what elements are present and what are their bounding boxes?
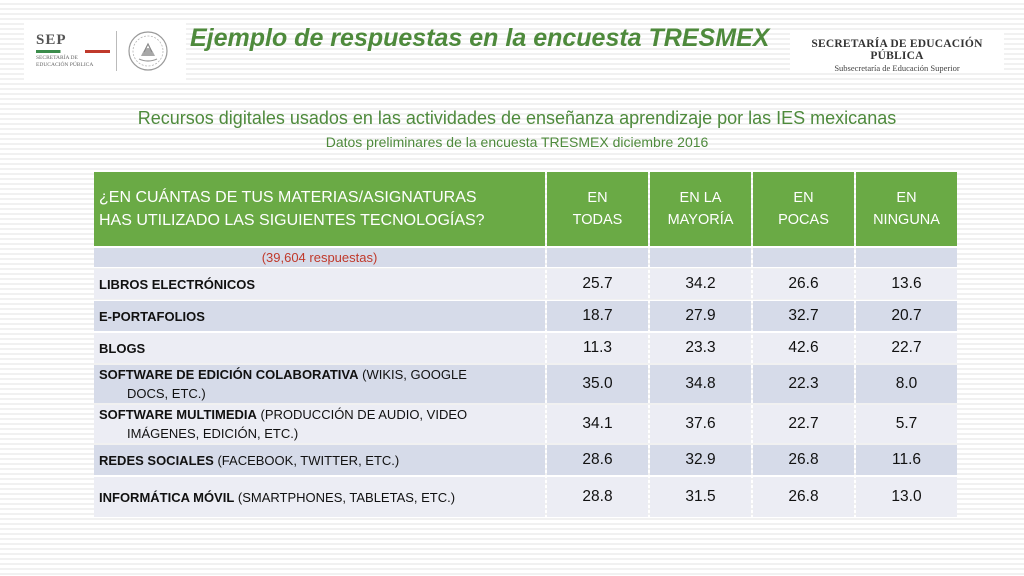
row-label-rest: (PRODUCCIÓN DE AUDIO, VIDEO [256,407,468,422]
sep-logo-right: SECRETARÍA DE EDUCACIÓN PÚBLICA Subsecre… [790,32,1004,73]
column-header-line-1: EN LA [679,190,722,206]
responses-row: (39,604 respuestas) [94,248,957,267]
table-row: INFORMÁTICA MÓVIL (SMARTPHONES, TABLETAS… [94,477,957,517]
column-header-line-2: POCAS [778,212,829,228]
sep-wordmark: SEP SECRETARÍA DE EDUCACIÓN PÚBLICA [36,33,112,69]
table-row: SOFTWARE MULTIMEDIA (PRODUCCIÓN DE AUDIO… [94,405,957,443]
row-label-rest-2: DOCS, ETC.) [127,386,206,401]
table-subtitle: Recursos digitales usados en las activid… [137,108,897,128]
value-cell: 34.1 [547,405,648,443]
survey-table-wrapper: ¿EN CUÁNTAS DE TUS MATERIAS/ASIGNATURAS … [92,170,959,519]
table-row: E-PORTAFOLIOS 18.7 27.9 32.7 20.7 [94,301,957,331]
row-label-rest: (FACEBOOK, TWITTER, ETC.) [213,452,400,468]
table-row: REDES SOCIALES (FACEBOOK, TWITTER, ETC.)… [94,445,957,475]
value-cell: 13.6 [856,269,957,299]
value-cell: 11.6 [856,445,957,475]
value-cell: 35.0 [547,365,648,403]
question-header: ¿EN CUÁNTAS DE TUS MATERIAS/ASIGNATURAS … [94,172,545,246]
row-label-rest-2: IMÁGENES, EDICIÓN, ETC.) [127,426,299,441]
value-cell: 42.6 [753,333,854,363]
column-header-line-1: EN [587,190,608,206]
table-subtitle-2: Datos preliminares de la encuesta TRESME… [325,134,709,150]
value-cell: 22.7 [753,405,854,443]
value-cell: 22.7 [856,333,957,363]
column-header-en-todas: EN TODAS [547,172,648,246]
value-cell: 26.6 [753,269,854,299]
value-cell: 26.8 [753,477,854,517]
sep-logo-sub-2: EDUCACIÓN PÚBLICA [36,62,94,68]
row-label: SOFTWARE DE EDICIÓN COLABORATIVA (WIKIS,… [94,365,545,403]
value-cell: 31.5 [650,477,751,517]
survey-table: ¿EN CUÁNTAS DE TUS MATERIAS/ASIGNATURAS … [92,170,959,519]
value-cell: 32.7 [753,301,854,331]
row-label-bold: INFORMÁTICA MÓVIL [99,489,235,505]
column-header-en-la-mayoria: EN LA MAYORÍA [650,172,751,246]
table-row: SOFTWARE DE EDICIÓN COLABORATIVA (WIKIS,… [94,365,957,403]
sep-right-logo-sub: Subsecretaría de Educación Superior [834,63,960,73]
sep-logo-sub-1: SECRETARÍA DE [36,55,78,61]
value-cell: 20.7 [856,301,957,331]
row-label: E-PORTAFOLIOS [94,301,545,331]
row-label: INFORMÁTICA MÓVIL (SMARTPHONES, TABLETAS… [94,477,545,517]
value-cell: 5.7 [856,405,957,443]
question-line-1: ¿EN CUÁNTAS DE TUS MATERIAS/ASIGNATURAS [99,189,477,206]
row-label-bold: SOFTWARE DE EDICIÓN COLABORATIVA [99,367,359,382]
row-label: SOFTWARE MULTIMEDIA (PRODUCCIÓN DE AUDIO… [94,405,545,443]
row-label-bold: E-PORTAFOLIOS [99,308,205,324]
sep-logo-name: SEP [36,32,67,48]
column-header-line-1: EN [793,190,814,206]
row-label: REDES SOCIALES (FACEBOOK, TWITTER, ETC.) [94,445,545,475]
row-label-bold: LIBROS ELECTRÓNICOS [99,276,256,292]
column-header-en-ninguna: EN NINGUNA [856,172,957,246]
column-header-line-2: NINGUNA [873,212,940,228]
empty-cell [650,248,751,267]
sep-right-logo-main: SECRETARÍA DE EDUCACIÓN PÚBLICA [811,38,983,62]
row-label-bold: REDES SOCIALES [99,452,214,468]
value-cell: 28.8 [547,477,648,517]
value-cell: 18.7 [547,301,648,331]
row-label-bold: BLOGS [99,340,146,356]
table-header-row: ¿EN CUÁNTAS DE TUS MATERIAS/ASIGNATURAS … [94,172,957,246]
value-cell: 34.2 [650,269,751,299]
table-row: BLOGS 11.3 23.3 42.6 22.7 [94,333,957,363]
empty-cell [547,248,648,267]
sep-logo-left: SEP SECRETARÍA DE EDUCACIÓN PÚBLICA [24,22,186,80]
column-header-line-2: MAYORÍA [667,212,734,228]
value-cell: 13.0 [856,477,957,517]
value-cell: 22.3 [753,365,854,403]
value-cell: 23.3 [650,333,751,363]
empty-cell [753,248,854,267]
responses-count: (39,604 respuestas) [94,248,545,267]
value-cell: 27.9 [650,301,751,331]
value-cell: 37.6 [650,405,751,443]
value-cell: 26.8 [753,445,854,475]
page-title: Ejemplo de respuestas en la encuesta TRE… [190,24,770,52]
value-cell: 32.9 [650,445,751,475]
empty-cell [856,248,957,267]
question-line-2: HAS UTILIZADO LAS SIGUIENTES TECNOLOGÍAS… [99,212,485,229]
row-label-rest: (SMARTPHONES, TABLETAS, ETC.) [234,489,456,505]
column-header-en-pocas: EN POCAS [753,172,854,246]
logo-divider [116,31,117,71]
value-cell: 28.6 [547,445,648,475]
row-label: BLOGS [94,333,545,363]
row-label-rest: (WIKIS, GOOGLE [358,367,467,382]
sep-tricolor-bar [36,50,110,53]
value-cell: 8.0 [856,365,957,403]
national-seal-icon [127,30,169,72]
table-row: LIBROS ELECTRÓNICOS 25.7 34.2 26.6 13.6 [94,269,957,299]
row-label-bold: SOFTWARE MULTIMEDIA [99,407,257,422]
value-cell: 34.8 [650,365,751,403]
column-header-line-2: TODAS [572,212,623,228]
value-cell: 25.7 [547,269,648,299]
value-cell: 11.3 [547,333,648,363]
column-header-line-1: EN [896,190,917,206]
row-label: LIBROS ELECTRÓNICOS [94,269,545,299]
